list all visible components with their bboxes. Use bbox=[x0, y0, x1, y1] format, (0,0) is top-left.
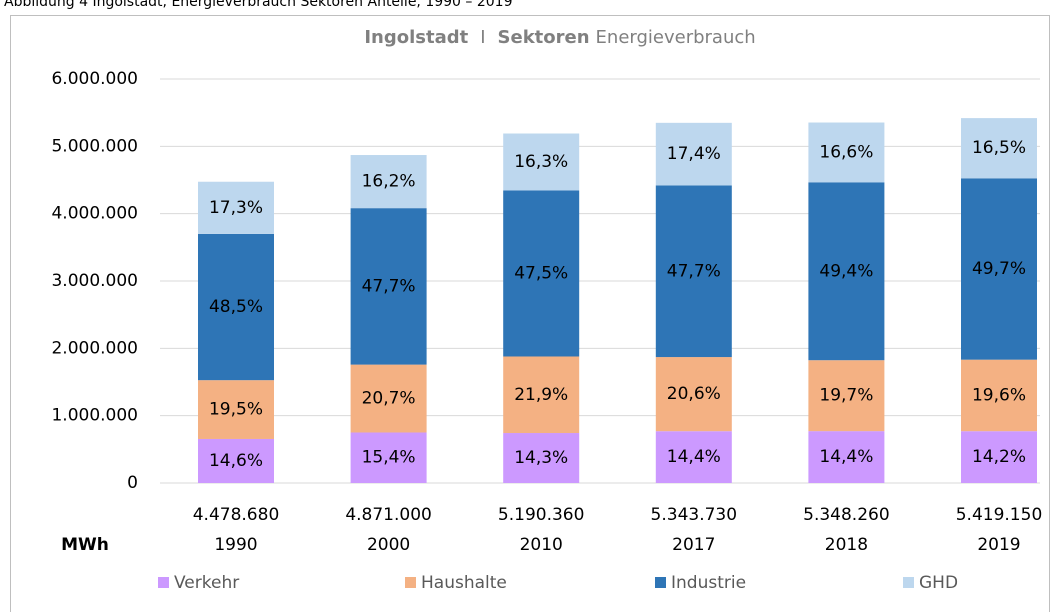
data-label: 14,3% bbox=[514, 448, 568, 468]
x-tick-label: 2017 bbox=[672, 535, 715, 555]
data-label: 47,7% bbox=[362, 276, 416, 296]
title-part: Sektoren bbox=[498, 27, 590, 48]
y-tick-label: 2.000.000 bbox=[51, 338, 138, 358]
x-tick-label: 1990 bbox=[214, 535, 257, 555]
data-label: 17,4% bbox=[667, 144, 721, 164]
caption: Abbildung 4 Ingolstadt, Energieverbrauch… bbox=[4, 0, 513, 10]
total-label: 5.190.360 bbox=[498, 505, 585, 525]
bar-segment bbox=[808, 122, 885, 183]
legend-label: Haushalte bbox=[421, 573, 507, 593]
data-label: 16,5% bbox=[972, 138, 1026, 158]
bar-segment bbox=[961, 431, 1037, 483]
data-label: 20,6% bbox=[667, 384, 721, 404]
title-part: Ingolstadt bbox=[364, 27, 468, 48]
bar-segment bbox=[350, 155, 427, 209]
bar-segment bbox=[655, 357, 732, 432]
title-part: I bbox=[480, 27, 485, 48]
bar-segment bbox=[961, 178, 1037, 360]
data-label: 19,6% bbox=[972, 385, 1026, 405]
bar-segment bbox=[350, 208, 427, 365]
data-label: 47,5% bbox=[514, 263, 568, 283]
x-tick-label: 2018 bbox=[825, 535, 868, 555]
bar-segment bbox=[961, 118, 1037, 179]
data-label: 14,4% bbox=[819, 447, 873, 467]
data-label: 15,4% bbox=[362, 448, 416, 468]
legend-swatch bbox=[903, 577, 914, 588]
bar-segment bbox=[808, 431, 885, 483]
data-label: 16,3% bbox=[514, 152, 568, 172]
bar-segment bbox=[808, 360, 885, 432]
legend-swatch bbox=[405, 577, 416, 588]
legend-label: GHD bbox=[919, 573, 958, 593]
bar-segment bbox=[503, 433, 580, 483]
total-label: 5.419.150 bbox=[956, 505, 1043, 525]
data-label: 17,3% bbox=[209, 198, 263, 218]
y-tick-label: 6.000.000 bbox=[51, 69, 138, 89]
y-tick-label: 5.000.000 bbox=[51, 136, 138, 156]
y-tick-label: 0 bbox=[127, 473, 138, 493]
bar-segment bbox=[198, 181, 274, 234]
legend-swatch bbox=[158, 577, 169, 588]
bar-segment bbox=[198, 438, 274, 483]
data-label: 48,5% bbox=[209, 297, 263, 317]
data-label: 20,7% bbox=[362, 389, 416, 409]
total-label: 5.348.260 bbox=[803, 505, 890, 525]
data-label: 49,7% bbox=[972, 259, 1026, 279]
data-label: 19,5% bbox=[209, 400, 263, 420]
bar-segment bbox=[503, 190, 580, 357]
data-label: 14,2% bbox=[972, 447, 1026, 467]
total-label: 4.478.680 bbox=[193, 505, 280, 525]
bar-segment bbox=[350, 364, 427, 433]
bar-segment bbox=[350, 432, 427, 483]
total-label: 4.871.000 bbox=[345, 505, 432, 525]
legend-label: Verkehr bbox=[174, 573, 239, 593]
bar-segment bbox=[198, 233, 274, 381]
x-tick-label: 2010 bbox=[520, 535, 563, 555]
data-label: 47,7% bbox=[667, 261, 721, 281]
data-label: 16,2% bbox=[362, 172, 416, 192]
bar-segment bbox=[961, 359, 1037, 432]
legend-label: Industrie bbox=[671, 573, 746, 593]
title-part: Energieverbrauch bbox=[596, 27, 756, 48]
data-label: 49,4% bbox=[819, 261, 873, 281]
x-tick-label: 2000 bbox=[367, 535, 410, 555]
bar-segment bbox=[655, 431, 732, 483]
y-tick-label: 1.000.000 bbox=[51, 406, 138, 426]
data-label: 19,7% bbox=[819, 386, 873, 406]
y-tick-label: 3.000.000 bbox=[51, 271, 138, 291]
data-label: 21,9% bbox=[514, 385, 568, 405]
data-label: 14,6% bbox=[209, 451, 263, 471]
bar-segment bbox=[503, 133, 580, 191]
y-tick-label: 4.000.000 bbox=[51, 204, 138, 224]
bar-segment bbox=[655, 185, 732, 358]
data-label: 14,4% bbox=[667, 447, 721, 467]
data-label: 16,6% bbox=[819, 142, 873, 162]
legend-swatch bbox=[655, 577, 666, 588]
total-label: 5.343.730 bbox=[651, 505, 738, 525]
bar-segment bbox=[198, 380, 274, 439]
bar-segment bbox=[503, 356, 580, 434]
bar-segment bbox=[808, 182, 885, 361]
unit-label: MWh bbox=[61, 535, 109, 555]
chart-title: Ingolstadt I Sektoren Energieverbrauch bbox=[364, 27, 755, 48]
bar-segment bbox=[655, 122, 732, 186]
x-tick-label: 2019 bbox=[977, 535, 1020, 555]
